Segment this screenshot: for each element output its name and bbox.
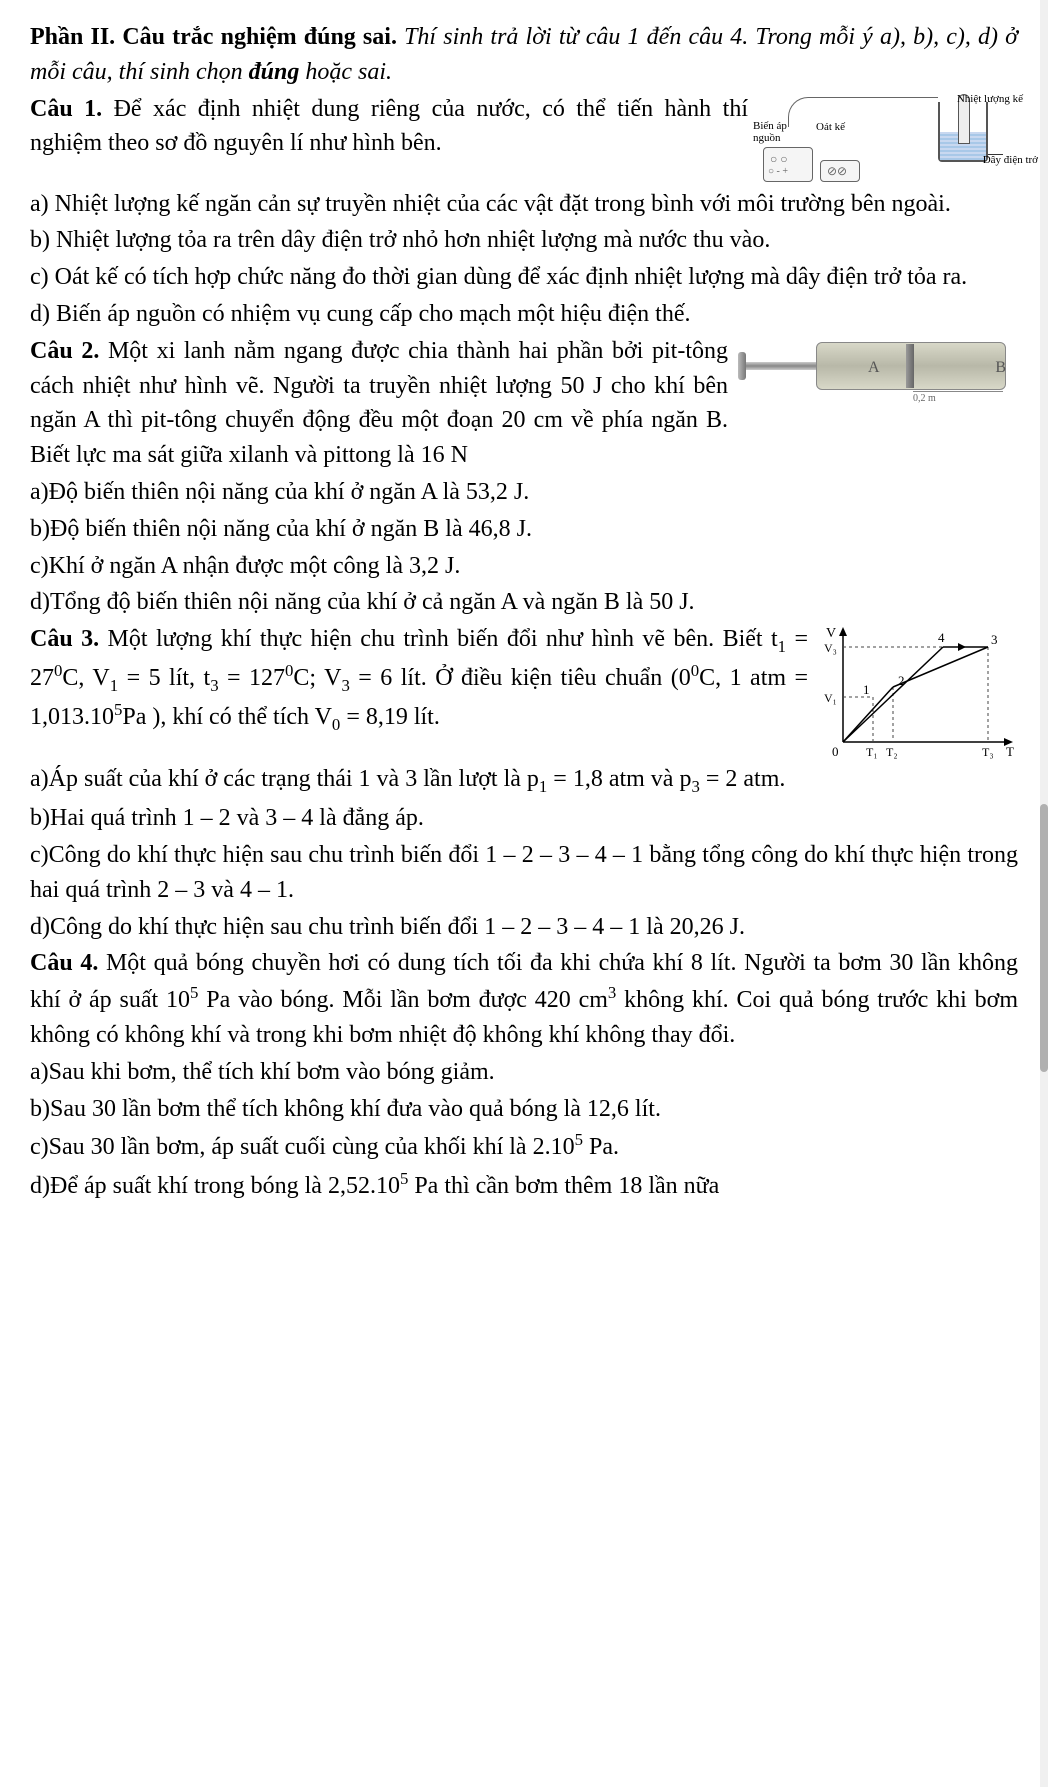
svg-text:2: 2 [898,673,905,688]
q4-c: c)Sau 30 lần bơm, áp suất cuối cùng của … [30,1128,1018,1165]
q2-stem-text: Một xi lanh nằm ngang được chia thành ha… [30,338,728,468]
cylinder-dim: 0,2 m [913,392,936,407]
q3-a: a)Áp suất của khí ở các trạng thái 1 và … [30,762,1018,799]
q3-s10: = 8,19 lít. [340,704,440,730]
q3-label: Câu 3. [30,626,99,652]
q4-stem: Câu 4. Một quả bóng chuyền hơi có dung t… [30,946,1018,1052]
q4-d: d)Để áp suất khí trong bóng là 2,52.105 … [30,1167,1018,1204]
svg-text:1: 1 [863,682,870,697]
cylinder-figure: A B 0,2 m [738,334,1018,414]
svg-text:T₁: T₁ [866,745,878,759]
q3-s1: Một lượng khí thực hiện chu trình biến đ… [99,626,778,652]
q1-label: Câu 1. [30,96,102,122]
scrollbar-thumb[interactable] [1040,804,1048,1072]
q1-b: b) Nhiệt lượng tỏa ra trên dây điện trở … [30,223,1018,258]
q4-c1: c)Sau 30 lần bơm, áp suất cuối cùng của … [30,1134,575,1160]
cylinder-label-b: B [995,356,1006,379]
q2-label: Câu 2. [30,338,99,364]
q4-d2: Pa thì cần bơm thêm 18 lần nữa [408,1173,719,1199]
q3-a3: = 2 atm. [700,766,786,792]
svg-text:4: 4 [938,630,945,645]
q3-c: c)Công do khí thực hiện sau chu trình bi… [30,838,1018,908]
q4-a: a)Sau khi bơm, thể tích khí bơm vào bóng… [30,1055,1018,1090]
q1-a: a) Nhiệt lượng kế ngăn cản sự truyền nhi… [30,187,1018,222]
label-bienap: Biến áp nguồn [753,120,787,144]
scrollbar[interactable] [1040,0,1048,1787]
q4-b: b)Sau 30 lần bơm thể tích không khí đưa … [30,1092,1018,1127]
q3-s9: Pa ), khí có thể tích V [122,704,332,730]
q2-a: a)Độ biến thiên nội năng của khí ở ngăn … [30,475,1018,510]
section-header-para: Phần II. Câu trắc nghiệm đúng sai. Thí s… [30,20,1018,90]
q3-s3: C, V [62,665,109,691]
q3-a2: = 1,8 atm và p [547,766,691,792]
q3-a1: a)Áp suất của khí ở các trạng thái 1 và … [30,766,539,792]
q3-s5: = 127 [219,665,285,691]
svg-text:0: 0 [832,744,839,759]
part-instruction-bold: đúng [249,59,300,85]
q4-s2: Pa vào bóng. Mỗi lần bơm được 420 cm [198,987,608,1013]
svg-text:T₃: T₃ [982,745,994,759]
q3-d: d)Công do khí thực hiện sau chu trình bi… [30,910,1018,945]
q1-c: c) Oát kế có tích hợp chức năng đo thời … [30,260,1018,295]
q1-d: d) Biến áp nguồn có nhiệm vụ cung cấp ch… [30,297,1018,332]
svg-text:3: 3 [991,632,998,647]
label-oatke: Oát kế [816,120,845,136]
part-instruction-2: hoặc sai. [299,59,392,85]
svg-text:V₃: V₃ [824,641,837,655]
q4-label: Câu 4. [30,950,98,976]
q4-d1: d)Để áp suất khí trong bóng là 2,52.10 [30,1173,400,1199]
q4-c2: Pa. [583,1134,619,1160]
q3-s7: = 6 lít. Ở điều kiện tiêu chuẩn (0 [350,665,691,691]
cylinder-label-a: A [868,356,880,379]
q2-d: d)Tổng độ biến thiên nội năng của khí ở … [30,585,1018,620]
label-daydien: Dây điện trở [983,153,1038,169]
label-nhietluong: Nhiệt lượng kế [957,92,1023,108]
svg-text:T: T [1006,744,1014,759]
q3-s6: C; V [293,665,341,691]
pv-graph: 1 2 3 4 V V₃ V₁ 0 T₁ T₂ T₃ T [818,622,1018,762]
svg-text:V: V [826,626,836,641]
q3-b: b)Hai quá trình 1 – 2 và 3 – 4 là đẳng á… [30,801,1018,836]
q3-s4: = 5 lít, t [118,665,210,691]
q1-stem-text: Để xác định nhiệt dung riêng của nước, c… [30,96,748,157]
part-title: Phần II. Câu trắc nghiệm đúng sai. [30,24,397,50]
svg-text:V₁: V₁ [824,691,837,705]
calorimeter-figure: Biến áp nguồn Oát kế Nhiệt lượng kế Dây … [758,92,1018,187]
q2-b: b)Độ biến thiên nội năng của khí ở ngăn … [30,512,1018,547]
svg-text:T₂: T₂ [886,745,898,759]
q2-c: c)Khí ở ngăn A nhận được một công là 3,2… [30,549,1018,584]
